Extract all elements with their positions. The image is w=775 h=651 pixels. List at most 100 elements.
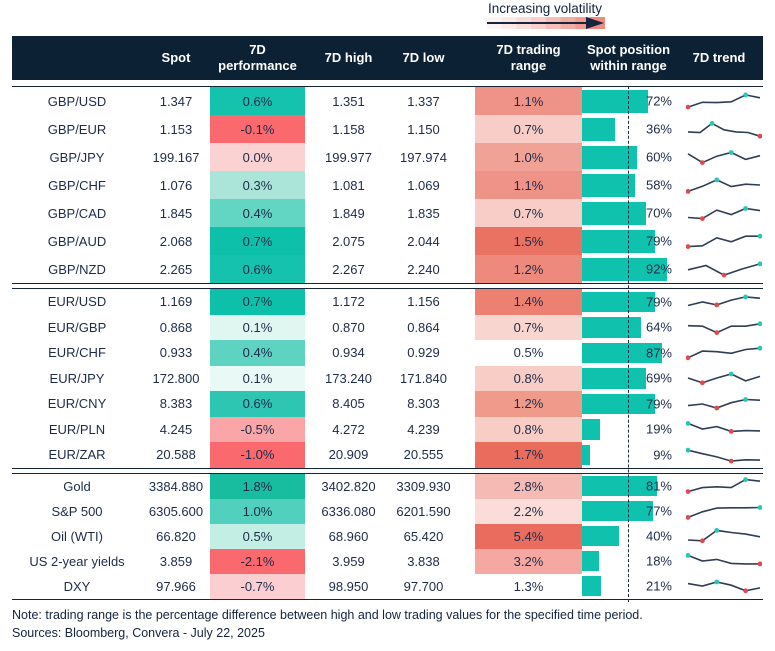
trend-sparkline xyxy=(675,289,763,315)
spot-value: 20.588 xyxy=(156,447,196,463)
instrument-label: EUR/GBP xyxy=(47,319,107,335)
trading-range-cell: 1.1% xyxy=(475,171,582,199)
table-row: Gold 3384.880 1.8% 3402.820 3309.930 2.8% 81% xyxy=(12,473,763,499)
spot-value: 199.167 xyxy=(152,149,200,165)
table-header: Spot 7D performance 7D high 7D low 7D tr… xyxy=(12,36,763,80)
spacer-cell xyxy=(455,115,475,143)
table-row: EUR/PLN 4.245 -0.5% 4.272 4.239 0.8% 19% xyxy=(12,416,763,443)
spot-value: 66.820 xyxy=(156,528,196,544)
position-label: 9% xyxy=(653,447,672,463)
spot-position-cell: 40% xyxy=(582,524,675,549)
low-value: 3.838 xyxy=(407,553,440,569)
instrument-label: GBP/AUD xyxy=(47,233,107,249)
position-bar xyxy=(582,444,591,465)
sparkline-svg xyxy=(686,92,761,110)
table-row: EUR/JPY 172.800 0.1% 173.240 171.840 0.8% 69% xyxy=(12,365,763,391)
low-value: 1.069 xyxy=(407,177,440,193)
low-value: 4.239 xyxy=(407,421,440,437)
trend-sparkline xyxy=(675,143,763,171)
position-label: 18% xyxy=(645,553,672,569)
trading-range-cell: 0.7% xyxy=(475,115,582,143)
spacer-cell xyxy=(455,255,475,283)
spacer-cell xyxy=(455,87,475,115)
low-value: 0.929 xyxy=(407,345,440,361)
high-value: 1.351 xyxy=(332,93,365,109)
spot-position-cell: 58% xyxy=(582,171,675,199)
spot-value: 1.076 xyxy=(159,177,193,193)
position-label: 60% xyxy=(645,149,672,165)
position-label: 64% xyxy=(645,319,672,335)
trading-range-cell: 0.8% xyxy=(475,365,582,391)
spot-position-cell: 79% xyxy=(582,227,675,255)
trading-range-cell: 1.0% xyxy=(475,143,582,171)
spot-position-cell: 87% xyxy=(582,340,675,366)
spot-value: 172.800 xyxy=(152,370,200,386)
col-header-7d-trading-range: 7D trading range xyxy=(496,42,561,73)
trading-range-cell: 1.2% xyxy=(475,255,582,283)
position-label: 69% xyxy=(645,370,672,386)
spot-value: 97.966 xyxy=(156,578,196,594)
performance-cell: 0.5% xyxy=(210,523,305,549)
high-value: 3.959 xyxy=(332,553,365,569)
sparkline-svg xyxy=(686,447,761,464)
performance-cell: 0.6% xyxy=(210,87,305,115)
high-value: 8.405 xyxy=(332,396,365,412)
position-bar xyxy=(582,291,655,312)
position-bar xyxy=(582,145,638,169)
instrument-label: GBP/JPY xyxy=(49,149,105,165)
low-value: 171.840 xyxy=(400,370,447,386)
position-label: 58% xyxy=(645,177,672,193)
sparkline-svg xyxy=(687,206,761,221)
trading-range-cell: 0.7% xyxy=(475,199,582,227)
sparkline-svg xyxy=(686,345,762,360)
low-value: 8.303 xyxy=(407,396,440,412)
spot-value: 1.845 xyxy=(159,205,193,221)
col-header-7d-high: 7D high xyxy=(324,50,373,66)
table-row: S&P 500 6305.600 1.0% 6336.080 6201.590 2.2% 7… xyxy=(12,498,763,524)
spot-position-cell: 18% xyxy=(582,549,675,574)
high-value: 3402.820 xyxy=(321,478,376,494)
volatility-legend-label: Increasing volatility xyxy=(487,1,603,16)
spot-value: 2.265 xyxy=(159,261,193,277)
instrument-label: EUR/PLN xyxy=(48,421,106,437)
position-bar xyxy=(582,368,646,389)
sparkline-svg xyxy=(687,321,762,336)
high-value: 0.934 xyxy=(332,345,365,361)
position-label: 36% xyxy=(645,121,672,137)
performance-cell: 0.6% xyxy=(210,255,305,283)
performance-cell: -2.1% xyxy=(210,548,305,574)
trend-sparkline xyxy=(675,417,763,443)
trading-range-cell: 1.2% xyxy=(475,391,582,417)
trading-range-cell: 2.2% xyxy=(475,498,582,524)
instrument-label: DXY xyxy=(63,578,91,594)
performance-cell: -0.5% xyxy=(210,416,305,442)
position-label: 40% xyxy=(645,528,672,544)
spot-value: 3384.880 xyxy=(148,478,204,494)
sparkline-svg xyxy=(686,421,761,435)
position-bar xyxy=(582,419,600,440)
trading-range-cell: 0.7% xyxy=(475,314,582,340)
instrument-label: US 2-year yields xyxy=(29,553,125,569)
spot-position-cell: 92% xyxy=(582,255,675,283)
fifty-percent-dotted-line xyxy=(628,86,629,602)
low-value: 1.835 xyxy=(407,205,440,221)
position-bar xyxy=(582,342,662,363)
spot-value: 0.868 xyxy=(159,319,193,335)
trend-sparkline xyxy=(675,442,763,468)
spacer-cell xyxy=(455,171,475,199)
block-separator xyxy=(12,283,763,289)
spacer-cell xyxy=(455,417,475,443)
spot-position-cell: 70% xyxy=(582,199,675,227)
table-row: EUR/ZAR 20.588 -1.0% 20.909 20.555 1.7% 9% xyxy=(12,442,763,468)
trading-range-cell: 2.8% xyxy=(475,473,582,499)
spot-position-cell: 79% xyxy=(582,391,675,417)
sparkline-svg xyxy=(686,477,761,494)
trading-range-cell: 1.4% xyxy=(475,289,582,315)
trend-sparkline xyxy=(675,171,763,199)
trend-sparkline xyxy=(675,199,763,227)
high-value: 2.267 xyxy=(332,261,365,277)
position-label: 77% xyxy=(645,503,672,519)
performance-cell: 0.0% xyxy=(210,143,305,171)
high-value: 20.909 xyxy=(328,447,369,463)
